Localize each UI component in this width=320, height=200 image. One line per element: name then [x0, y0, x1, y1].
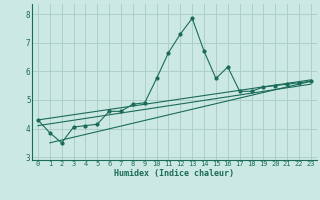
X-axis label: Humidex (Indice chaleur): Humidex (Indice chaleur) — [115, 169, 234, 178]
